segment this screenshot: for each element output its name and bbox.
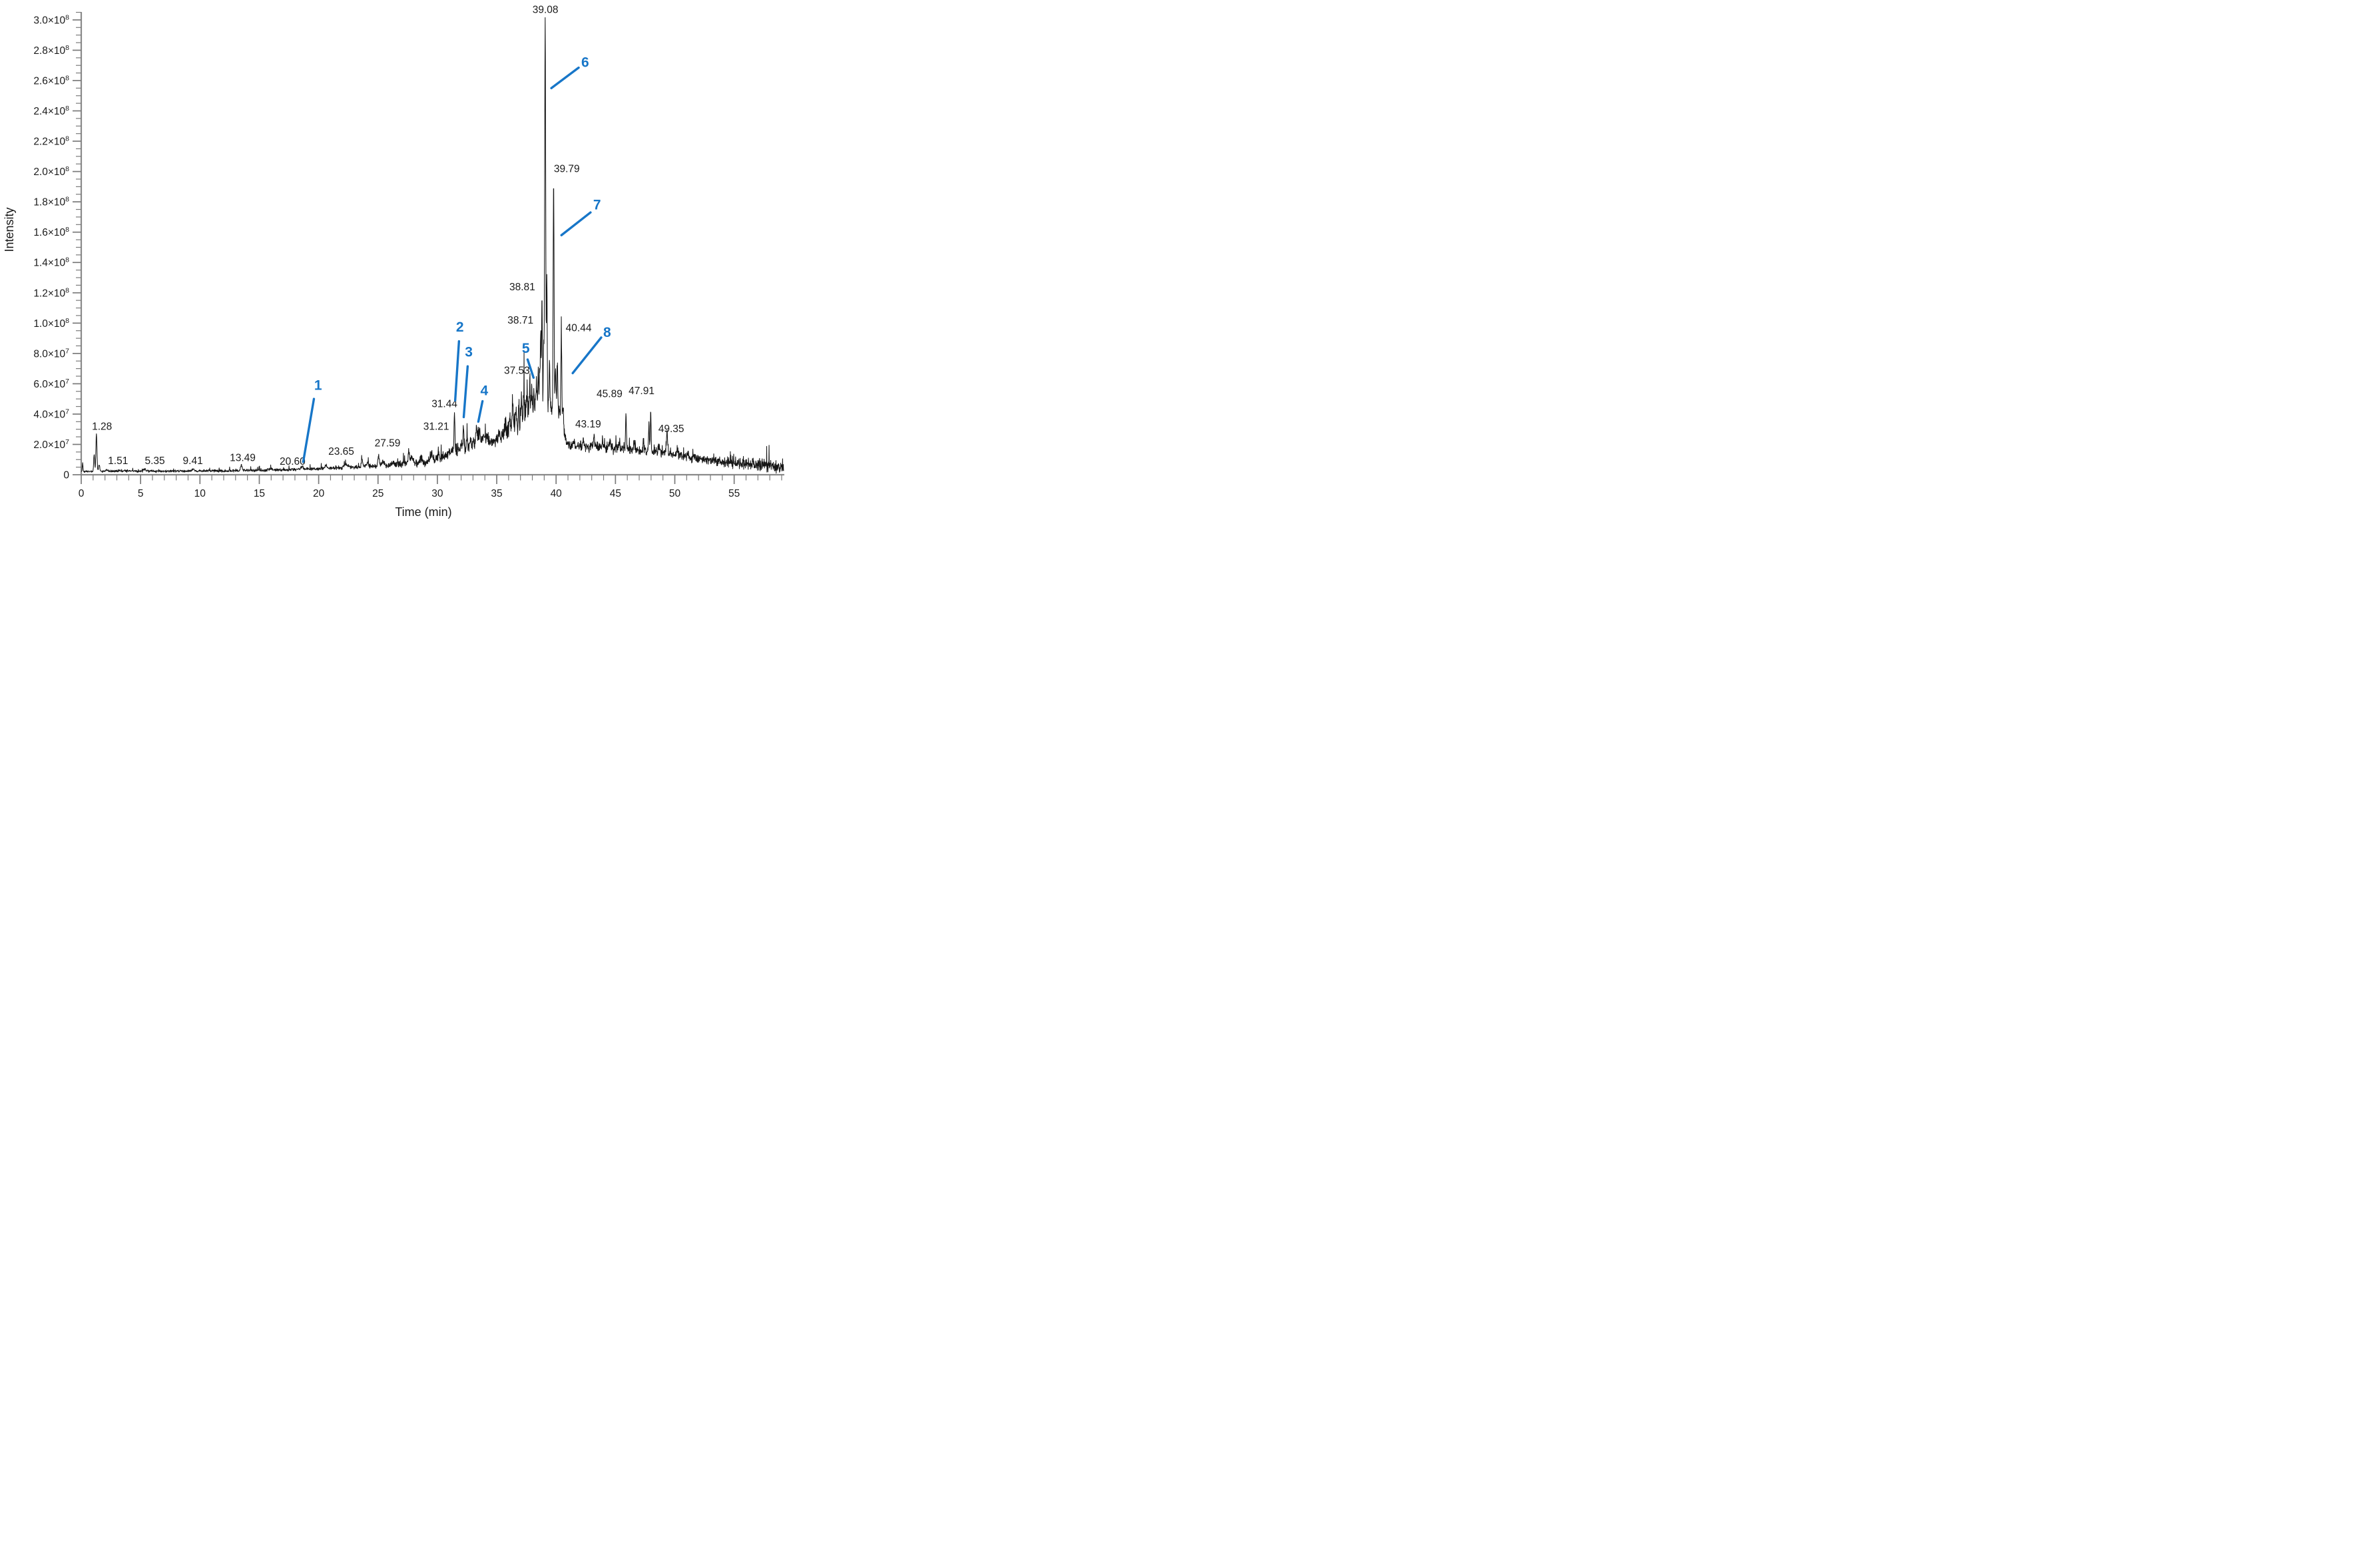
y-axis-title: Intensity <box>3 207 16 252</box>
y-tick-label: 2.8×108 <box>33 44 69 57</box>
chart-generated-content: 3.0×108 2.8×108 2.6×108 2.4×108 2.2×108 2.0×1… <box>33 4 784 499</box>
x-tick-label: 10 <box>194 488 206 499</box>
y-tick-label: 2.0×108 <box>33 165 69 178</box>
x-tick-label: 5 <box>138 488 144 499</box>
y-tick-label: 1.4×108 <box>33 256 69 269</box>
x-tick-label: 50 <box>669 488 681 499</box>
y-tick-label: 1.6×108 <box>33 226 69 238</box>
annotation-number: 2 <box>456 320 464 335</box>
annotation-line <box>526 358 535 379</box>
annotation-line <box>571 336 603 375</box>
y-tick-label: 0 <box>63 470 69 481</box>
peak-label: 1.51 <box>108 455 128 467</box>
annotation-2: 2 <box>453 320 464 402</box>
annotation-line <box>453 340 461 402</box>
annotation-4: 4 <box>477 384 488 423</box>
annotation-3: 3 <box>462 345 473 419</box>
x-tick-label: 35 <box>491 488 502 499</box>
peak-label: 31.21 <box>423 421 449 433</box>
x-tick-label: 45 <box>610 488 621 499</box>
annotation-number: 8 <box>603 325 611 340</box>
peak-label: 38.81 <box>509 282 535 293</box>
annotation-number: 3 <box>465 345 473 360</box>
y-tick-label: 2.6×108 <box>33 74 69 87</box>
annotation-line <box>302 397 316 463</box>
y-tick-label: 6.0×107 <box>33 378 69 390</box>
tic-trace-line <box>81 17 784 474</box>
x-tick-label: 25 <box>372 488 384 499</box>
y-tick-label: 2.4×108 <box>33 105 69 117</box>
x-tick-label: 0 <box>79 488 85 499</box>
chromatogram-figure: 3.0×108 2.8×108 2.6×108 2.4×108 2.2×108 2.0×1… <box>0 0 784 523</box>
peak-label: 47.91 <box>629 386 654 397</box>
y-axis: 3.0×108 2.8×108 2.6×108 2.4×108 2.2×108 2.0×1… <box>33 11 81 481</box>
peak-label: 23.65 <box>328 446 354 457</box>
peak-label: 27.59 <box>375 438 401 449</box>
peak-label: 31.44 <box>431 398 457 409</box>
annotation-8: 8 <box>571 325 611 375</box>
x-axis-title: Time (min) <box>395 505 451 519</box>
y-tick-label: 1.0×108 <box>33 317 69 330</box>
x-tick-label: 20 <box>313 488 325 499</box>
peak-labels: 1.28 1.51 5.35 9.41 13.49 20.60 23.65 27.59 31.2… <box>92 4 684 467</box>
annotation-number: 6 <box>581 55 589 71</box>
peak-label: 20.60 <box>280 456 306 467</box>
peak-label: 49.35 <box>658 423 684 435</box>
peak-label: 40.44 <box>566 323 592 334</box>
annotation-6: 6 <box>550 55 589 90</box>
annotation-number: 1 <box>314 378 322 393</box>
y-tick-label: 8.0×107 <box>33 347 69 360</box>
y-tick-label: 1.8×108 <box>33 196 69 208</box>
annotation-line <box>550 66 580 90</box>
y-tick-label: 2.2×108 <box>33 135 69 148</box>
x-tick-label: 40 <box>551 488 563 499</box>
annotation-number: 5 <box>522 341 530 356</box>
annotation-5: 5 <box>522 341 535 379</box>
peak-label: 38.71 <box>507 315 533 326</box>
peak-label: 37.53 <box>504 365 530 376</box>
tic-trace <box>81 17 784 474</box>
annotation-1: 1 <box>302 378 322 463</box>
x-tick-label: 15 <box>254 488 265 499</box>
x-tick-label: 55 <box>728 488 740 499</box>
x-tick-label: 30 <box>431 488 443 499</box>
peak-label: 43.19 <box>575 419 601 430</box>
y-tick-label: 3.0×108 <box>33 13 69 26</box>
annotation-line <box>477 399 484 423</box>
peak-label: 1.28 <box>92 421 112 433</box>
y-tick-label: 1.2×108 <box>33 286 69 299</box>
chromatogram-chart: 3.0×108 2.8×108 2.6×108 2.4×108 2.2×108 2.0×1… <box>3 4 784 519</box>
annotation-line <box>560 211 592 236</box>
annotation-number: 7 <box>593 198 601 213</box>
annotation-7: 7 <box>560 198 601 236</box>
peak-label: 45.89 <box>597 389 623 400</box>
peak-label: 13.49 <box>230 452 256 463</box>
y-tick-label: 4.0×107 <box>33 407 69 420</box>
peak-label: 39.08 <box>533 4 559 15</box>
x-axis: 0 5 10 15 20 25 30 35 40 45 50 55 <box>79 475 782 499</box>
peak-label: 5.35 <box>144 455 164 467</box>
annotation-line <box>462 365 469 419</box>
annotation-number: 4 <box>480 384 488 399</box>
peak-label: 39.79 <box>554 164 580 175</box>
y-tick-label: 2.0×107 <box>33 438 69 451</box>
peak-label: 9.41 <box>183 455 203 467</box>
